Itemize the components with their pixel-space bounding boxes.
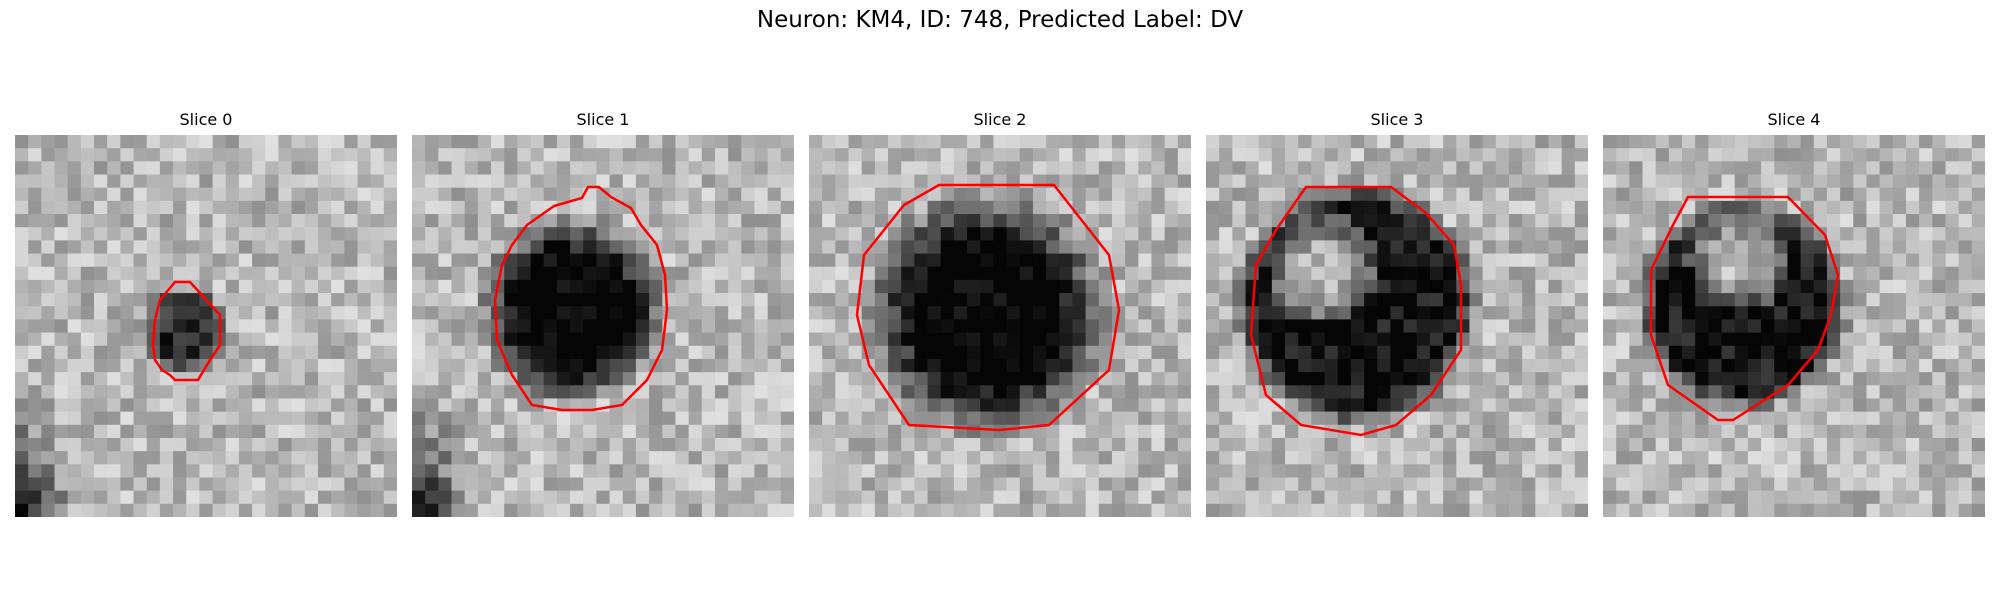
slice-2-title: Slice 2	[973, 110, 1027, 129]
slice-4-pixels	[1603, 135, 1985, 517]
slice-0-title: Slice 0	[179, 110, 233, 129]
slice-2-pixels	[809, 135, 1191, 517]
slice-2-image	[809, 135, 1191, 517]
figure-title: Neuron: KM4, ID: 748, Predicted Label: D…	[756, 7, 1244, 33]
slice-0-pixels	[15, 135, 397, 517]
slice-1-pixels	[412, 135, 794, 517]
slice-3-outline	[1249, 185, 1463, 437]
slice-4-outline	[1649, 195, 1840, 422]
slice-0-image	[15, 135, 397, 517]
slice-1-image	[412, 135, 794, 517]
slice-1-outline	[493, 185, 669, 412]
slice-3-title: Slice 3	[1370, 110, 1424, 129]
slice-1-title: Slice 1	[576, 110, 630, 129]
slice-0-outline	[151, 280, 222, 382]
slice-4-image	[1603, 135, 1985, 517]
slice-3-pixels	[1206, 135, 1588, 517]
slice-4-title: Slice 4	[1767, 110, 1821, 129]
slice-3-image	[1206, 135, 1588, 517]
slice-2-outline	[855, 183, 1121, 432]
